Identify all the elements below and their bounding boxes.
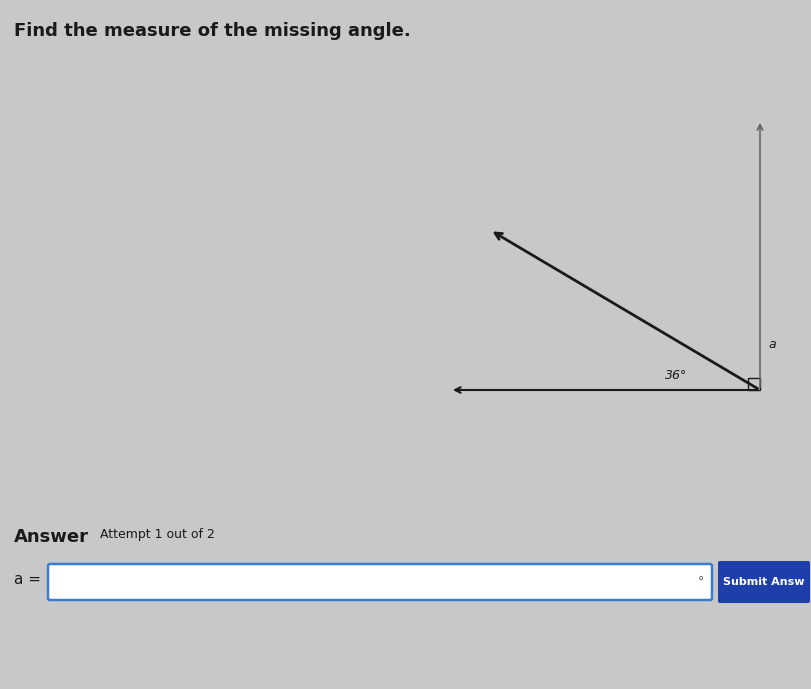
- FancyBboxPatch shape: [48, 564, 712, 600]
- Text: Submit Answ: Submit Answ: [723, 577, 805, 587]
- Text: Attempt 1 out of 2: Attempt 1 out of 2: [100, 528, 215, 541]
- Text: Find the measure of the missing angle.: Find the measure of the missing angle.: [14, 22, 410, 40]
- Bar: [748, 378, 760, 390]
- Text: °: °: [697, 575, 704, 588]
- Text: a: a: [768, 338, 775, 351]
- Text: a =: a =: [14, 573, 41, 588]
- FancyBboxPatch shape: [718, 561, 810, 603]
- Text: 36°: 36°: [665, 369, 687, 382]
- Text: Answer: Answer: [14, 528, 89, 546]
